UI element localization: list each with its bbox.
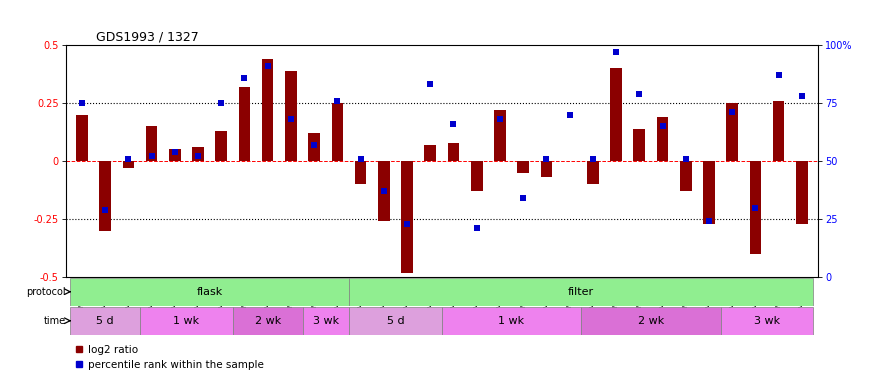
Bar: [239, 87, 250, 161]
Point: [679, 156, 693, 162]
Point: [144, 153, 158, 159]
Text: 3 wk: 3 wk: [754, 316, 780, 326]
Bar: [215, 131, 227, 161]
Text: filter: filter: [568, 287, 594, 297]
Bar: [704, 161, 715, 224]
FancyBboxPatch shape: [70, 278, 349, 306]
FancyBboxPatch shape: [303, 307, 349, 334]
Text: 2 wk: 2 wk: [255, 316, 281, 326]
Bar: [99, 161, 111, 231]
Text: GDS1993 / 1327: GDS1993 / 1327: [95, 31, 199, 44]
Bar: [773, 101, 785, 161]
Bar: [402, 161, 413, 273]
Legend: log2 ratio, percentile rank within the sample: log2 ratio, percentile rank within the s…: [71, 340, 268, 374]
Bar: [424, 145, 436, 161]
Bar: [285, 70, 297, 161]
Bar: [308, 133, 320, 161]
Bar: [750, 161, 761, 254]
Bar: [262, 59, 274, 161]
Point: [400, 221, 414, 227]
Text: 1 wk: 1 wk: [499, 316, 525, 326]
Point: [261, 63, 275, 69]
Point: [702, 219, 716, 225]
Point: [98, 207, 112, 213]
Bar: [123, 161, 134, 168]
Text: 5 d: 5 d: [387, 316, 404, 326]
Point: [168, 149, 182, 155]
Point: [354, 156, 367, 162]
Bar: [796, 161, 808, 224]
Text: 5 d: 5 d: [96, 316, 114, 326]
FancyBboxPatch shape: [140, 307, 233, 334]
Bar: [332, 103, 343, 161]
Point: [516, 195, 530, 201]
Point: [122, 156, 136, 162]
FancyBboxPatch shape: [442, 307, 581, 334]
Text: 1 wk: 1 wk: [173, 316, 200, 326]
Bar: [146, 126, 158, 161]
Bar: [657, 117, 668, 161]
FancyBboxPatch shape: [581, 307, 721, 334]
Bar: [76, 115, 88, 161]
Point: [237, 75, 251, 81]
Bar: [587, 161, 598, 184]
Point: [470, 225, 484, 231]
Point: [75, 100, 89, 106]
Point: [307, 142, 321, 148]
Point: [609, 49, 623, 55]
Point: [539, 156, 553, 162]
Bar: [494, 110, 506, 161]
Bar: [634, 129, 645, 161]
Bar: [471, 161, 482, 191]
FancyBboxPatch shape: [233, 307, 303, 334]
FancyBboxPatch shape: [721, 307, 814, 334]
Text: 3 wk: 3 wk: [312, 316, 339, 326]
Point: [633, 91, 647, 97]
Point: [725, 110, 739, 116]
Bar: [680, 161, 691, 191]
Point: [493, 116, 507, 122]
Bar: [378, 161, 389, 222]
Bar: [169, 150, 180, 161]
Bar: [448, 142, 459, 161]
Point: [377, 188, 391, 194]
Point: [331, 98, 345, 104]
Point: [748, 204, 762, 210]
Bar: [726, 103, 738, 161]
Bar: [517, 161, 529, 173]
Point: [214, 100, 228, 106]
Point: [794, 93, 808, 99]
Point: [284, 116, 298, 122]
Point: [191, 153, 205, 159]
Point: [655, 123, 669, 129]
Bar: [354, 161, 367, 184]
Point: [563, 112, 577, 118]
Bar: [541, 161, 552, 177]
Point: [586, 156, 600, 162]
Text: protocol: protocol: [26, 287, 66, 297]
FancyBboxPatch shape: [70, 307, 140, 334]
Point: [446, 121, 460, 127]
Point: [424, 81, 438, 87]
Text: time: time: [44, 316, 66, 326]
Text: flask: flask: [197, 287, 223, 297]
FancyBboxPatch shape: [349, 278, 814, 306]
Text: 2 wk: 2 wk: [638, 316, 664, 326]
Point: [772, 72, 786, 78]
Bar: [610, 68, 622, 161]
FancyBboxPatch shape: [349, 307, 442, 334]
Bar: [192, 147, 204, 161]
